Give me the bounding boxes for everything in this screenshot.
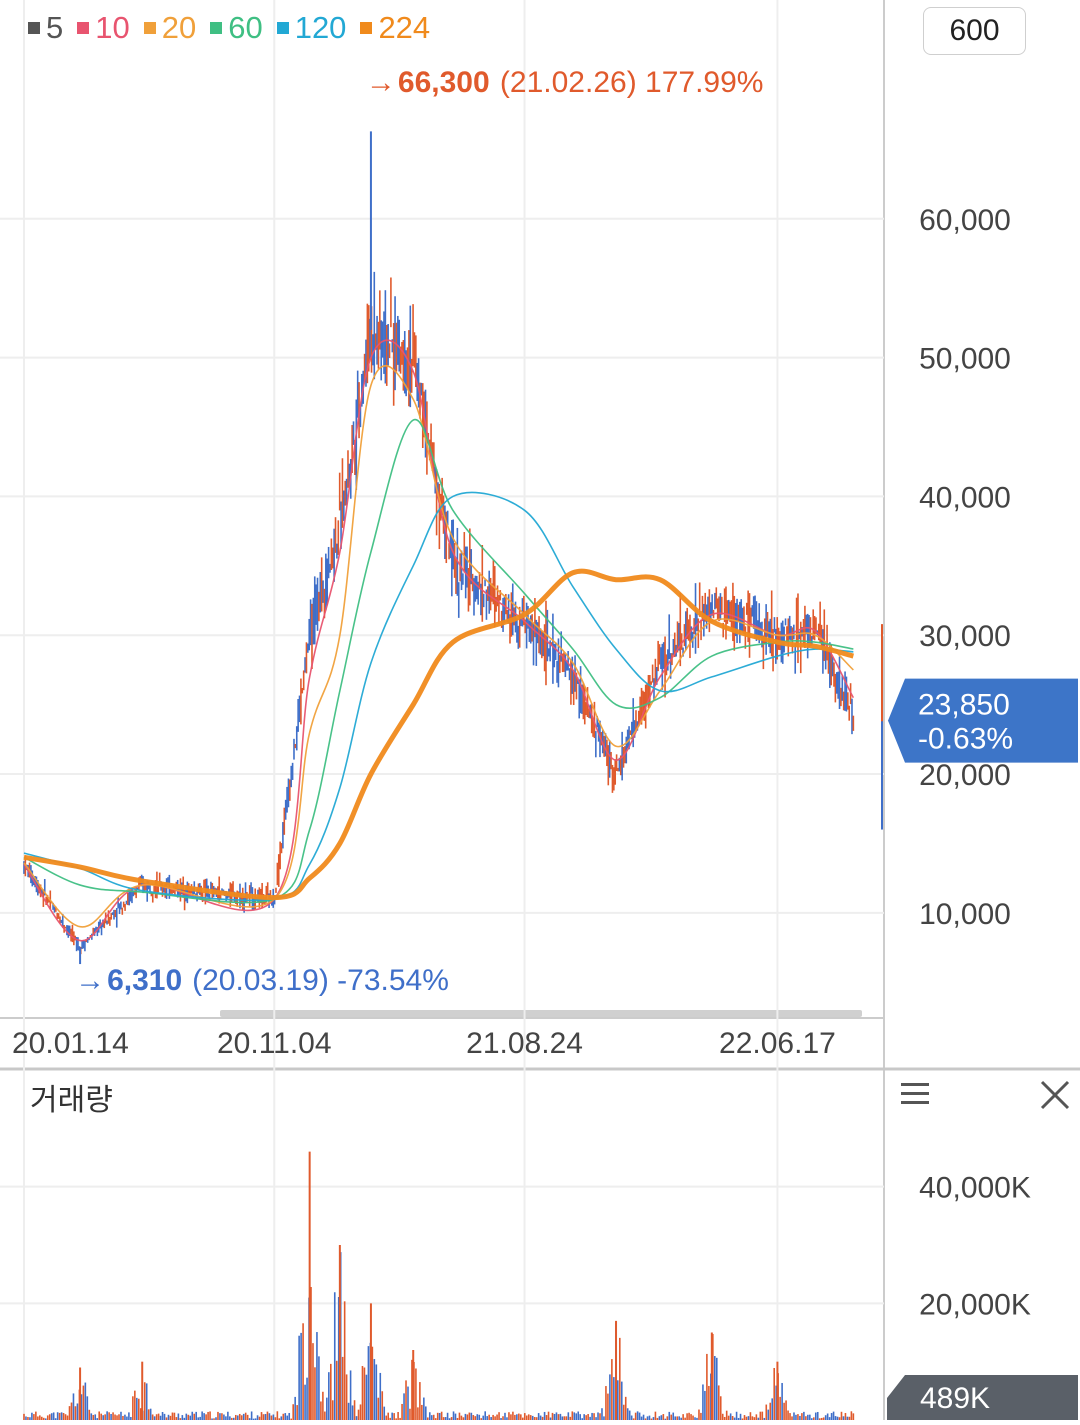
arrow-icon: → bbox=[75, 964, 105, 997]
legend-swatch bbox=[210, 22, 223, 34]
legend-label: 120 bbox=[294, 10, 347, 45]
ma-line-10 bbox=[23, 339, 855, 942]
legend-label: 60 bbox=[228, 10, 263, 45]
legend-swatch bbox=[360, 22, 373, 34]
ma-line-60 bbox=[23, 419, 854, 904]
close-icon[interactable] bbox=[1036, 1076, 1074, 1114]
legend-label: 224 bbox=[378, 10, 431, 45]
ma-line-20 bbox=[23, 364, 854, 928]
legend-label: 10 bbox=[95, 10, 130, 45]
x-tick-label: 21.08.24 bbox=[466, 1027, 583, 1060]
time-scrollbar bbox=[220, 1010, 862, 1017]
legend-swatch bbox=[28, 22, 40, 34]
x-tick-label: 20.01.14 bbox=[12, 1027, 129, 1060]
current-change: -0.63% bbox=[918, 723, 1013, 756]
x-tick-label: 22.06.17 bbox=[719, 1027, 836, 1060]
legend-label: 20 bbox=[161, 10, 197, 45]
y-tick-label: 50,000 bbox=[919, 343, 1011, 376]
annotation-price: 6,310 bbox=[107, 964, 182, 997]
annotation-price: 66,300 bbox=[398, 66, 490, 99]
legend-item-60[interactable]: 60 bbox=[210, 10, 263, 46]
volume-y-tick-label: 20,000K bbox=[919, 1288, 1031, 1321]
annotation-detail: (21.02.26) 177.99% bbox=[500, 66, 764, 99]
legend-label: 5 bbox=[46, 10, 64, 45]
volume-y-tick-label: 40,000K bbox=[919, 1172, 1031, 1205]
low-annotation: → 6,310 (20.03.19) -73.54% bbox=[75, 964, 449, 997]
volume-bars bbox=[23, 1151, 855, 1420]
legend-swatch bbox=[77, 22, 90, 34]
y-tick-label: 30,000 bbox=[919, 620, 1011, 653]
legend-item-20[interactable]: 20 bbox=[143, 10, 197, 46]
y-tick-label: 60,000 bbox=[919, 204, 1011, 237]
annotation-detail: (20.03.19) -73.54% bbox=[192, 964, 449, 997]
candles bbox=[23, 271, 855, 955]
current-price: 23,850 bbox=[918, 689, 1010, 722]
period-button[interactable]: 600 bbox=[923, 7, 1026, 55]
legend-swatch bbox=[143, 22, 156, 34]
volume-title: 거래량 bbox=[30, 1084, 113, 1117]
y-tick-label: 20,000 bbox=[919, 759, 1011, 792]
ma-line-120 bbox=[23, 491, 854, 902]
y-tick-label: 10,000 bbox=[919, 898, 1011, 931]
price-tag bbox=[888, 678, 1078, 763]
y-tick-label: 40,000 bbox=[919, 481, 1011, 514]
legend-item-5[interactable]: 5 bbox=[28, 10, 63, 46]
x-tick-label: 20.11.04 bbox=[217, 1027, 332, 1060]
legend-item-224[interactable]: 224 bbox=[360, 10, 430, 46]
legend-item-10[interactable]: 10 bbox=[77, 10, 130, 46]
high-annotation: → 66,300 (21.02.26) 177.99% bbox=[366, 66, 764, 99]
legend-swatch bbox=[276, 22, 289, 34]
volume-tag bbox=[887, 1375, 1078, 1420]
menu-icon[interactable] bbox=[898, 1078, 934, 1110]
ma-legend: 5 10 20 60 120 224 bbox=[28, 8, 444, 48]
current-volume: 489K bbox=[920, 1382, 990, 1415]
arrow-icon: → bbox=[366, 66, 396, 99]
legend-item-120[interactable]: 120 bbox=[276, 10, 347, 46]
ma-line-224 bbox=[23, 568, 855, 901]
